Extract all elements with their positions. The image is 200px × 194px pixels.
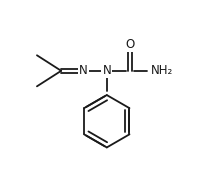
Text: N: N — [79, 64, 88, 77]
Text: O: O — [125, 38, 135, 51]
Text: NH₂: NH₂ — [150, 64, 173, 77]
Text: N: N — [102, 64, 111, 77]
